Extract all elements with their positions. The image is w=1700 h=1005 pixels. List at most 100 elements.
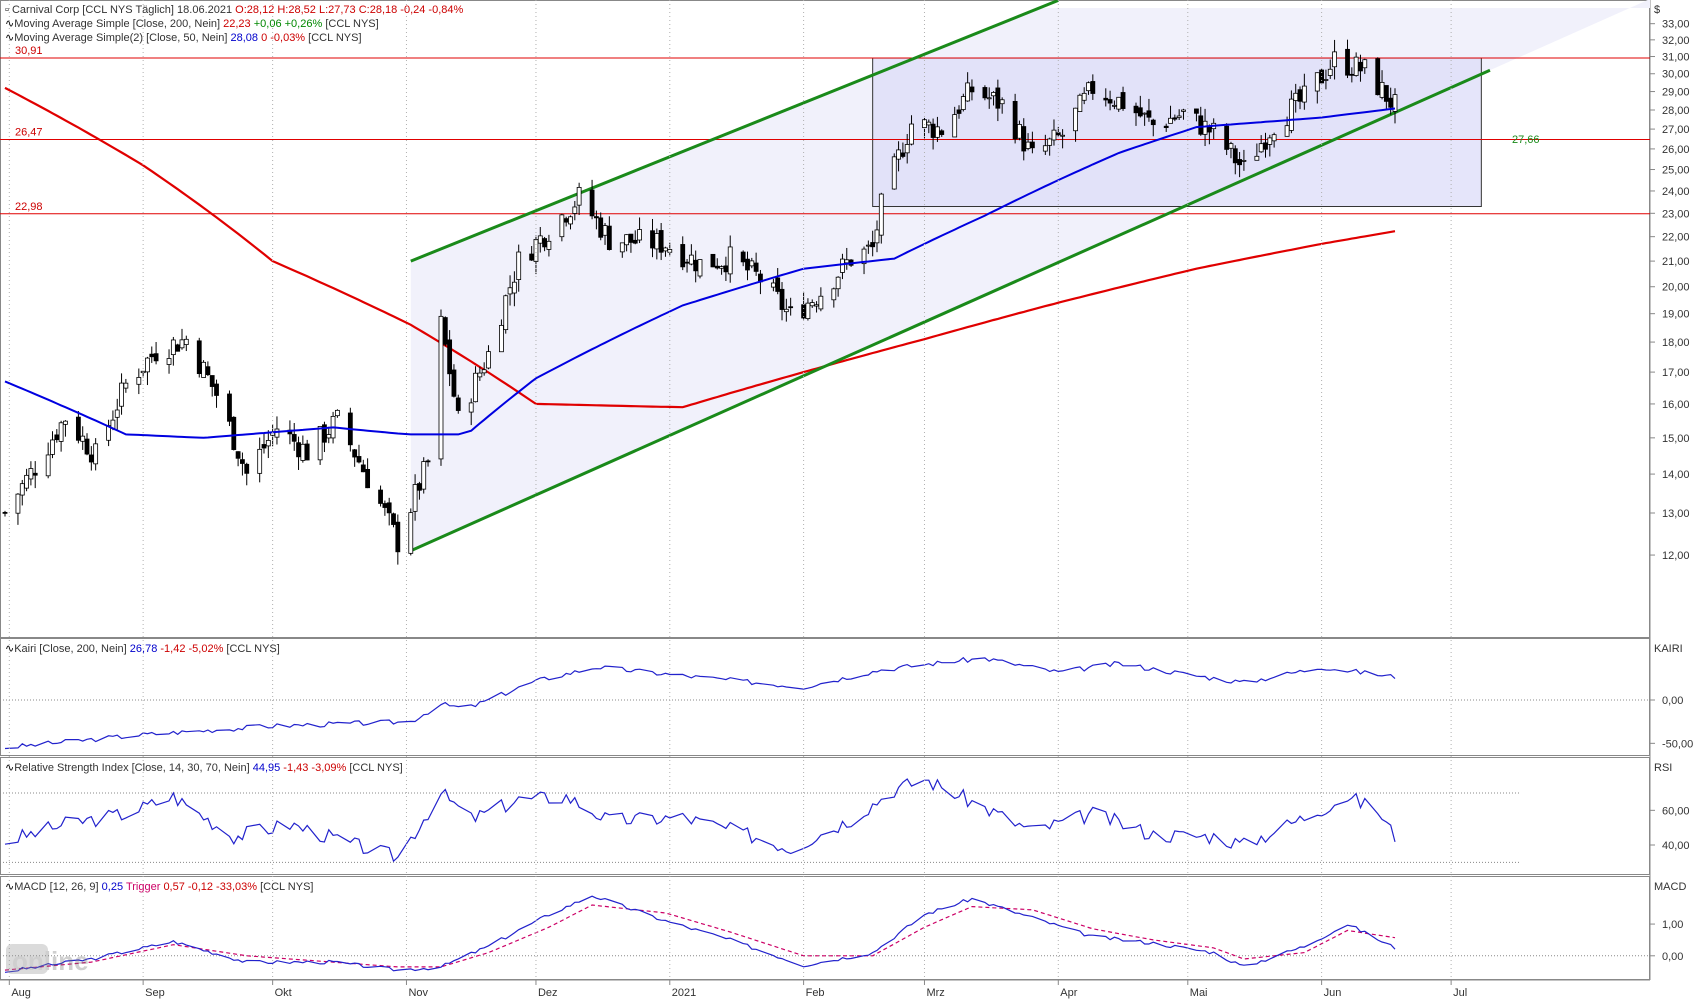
candle-body [175, 344, 181, 352]
candle-body [904, 144, 910, 154]
candle-body [632, 239, 638, 244]
quote-date: 18.06.2021 [177, 4, 232, 16]
rsi-legend: ∿Relative Strength Index [Close, 14, 30,… [5, 762, 403, 774]
macd-legend-trigger-label: Trigger [126, 881, 161, 893]
kairi-panel[interactable] [0, 638, 1650, 756]
candle-body [1194, 108, 1199, 114]
candle-body [1051, 129, 1057, 141]
candle-body [473, 372, 478, 403]
candle-body [628, 233, 634, 243]
candle-body [1263, 142, 1268, 150]
candle-body [322, 424, 327, 443]
quote-change: -0,24 -0,84% [400, 4, 463, 16]
currency-label: $ [1654, 4, 1660, 16]
candle-body [334, 409, 340, 417]
rsi-series [4, 778, 1396, 863]
ma50-line [4, 107, 1396, 439]
candle-body [1163, 125, 1169, 128]
candle-body [50, 439, 55, 455]
candle-body [831, 288, 837, 301]
kairi-tick-label: -50,00 [1662, 738, 1693, 750]
candle-body [1133, 105, 1139, 114]
candle-body [1323, 79, 1329, 81]
macd-legend-trigger-value: 0,57 [163, 881, 184, 893]
svg-text:∿Moving Average Simple [Close,: ∿Moving Average Simple [Close, 200, Nein… [5, 18, 379, 30]
candle-body [24, 474, 29, 489]
candle-body [1137, 107, 1143, 117]
candle-body [395, 521, 401, 553]
candles [2, 39, 1398, 565]
price-tick-label: 13,00 [1662, 508, 1690, 520]
candle-body [814, 304, 819, 307]
trend-channel[interactable] [410, 0, 1491, 553]
candle-body [619, 242, 625, 253]
rsi-legend-value: 44,95 [253, 762, 281, 774]
macd-legend-name: MACD [12, 26, 9] [14, 881, 98, 893]
candle-body [835, 276, 841, 290]
candle-body [352, 449, 358, 458]
candle-body [1103, 97, 1109, 101]
candle-body [166, 358, 172, 365]
rsi-legend-symbol: [CCL NYS] [349, 762, 402, 774]
candle-body [425, 460, 431, 463]
candle-body [15, 493, 21, 514]
candle-body [719, 266, 724, 269]
candle-body [1362, 59, 1368, 69]
candle-body [809, 302, 815, 307]
candle-body [878, 193, 884, 236]
quote-ohlc: O:28,12 H:28,52 L:27,73 C:28,18 [235, 4, 397, 16]
candle-body [412, 484, 418, 512]
kairi-legend-symbol: [CCL NYS] [226, 643, 279, 655]
ma200-legend-value: 22,23 [223, 18, 251, 30]
price-tick-label: 33,00 [1662, 19, 1690, 31]
candle-body [563, 218, 569, 223]
kairi-legend: ∿Kairi [Close, 200, Nein] 26,78 -1,42 -5… [5, 643, 280, 655]
candle-body [749, 260, 755, 267]
candle-body [714, 265, 720, 269]
kairi-series [4, 656, 1396, 750]
candle-body [1047, 138, 1053, 146]
candle-body [455, 397, 461, 411]
candle-body [447, 339, 453, 375]
price-level-label: 26,47 [15, 127, 43, 139]
price-tick-label: 21,00 [1662, 256, 1690, 268]
candle-body [693, 259, 699, 272]
candle-body [45, 454, 51, 477]
candle-body [1029, 141, 1035, 149]
kairi-legend-change: -1,42 -5,02% [160, 643, 223, 655]
candle-body [1142, 112, 1148, 115]
candle-body [300, 443, 306, 461]
candle-body [537, 235, 543, 244]
candle-body [840, 258, 845, 273]
candle-body [1146, 110, 1152, 118]
candle-body [930, 123, 936, 138]
month-label: Feb [806, 987, 825, 999]
price-tick-label: 24,00 [1662, 186, 1690, 198]
rsi-panel[interactable] [0, 757, 1650, 875]
price-tick-label: 25,00 [1662, 165, 1690, 177]
candle-body [939, 130, 945, 135]
candle-body [684, 261, 690, 264]
price-tick-label: 30,00 [1662, 69, 1690, 81]
candle-body [788, 306, 794, 309]
candle-body [1120, 92, 1126, 109]
price-tick-label: 32,00 [1662, 35, 1690, 47]
candle-body [1224, 125, 1230, 150]
candle-body [909, 123, 914, 145]
candle-body [861, 248, 867, 265]
candle-body [865, 244, 871, 247]
macd-legend-value: 0,25 [102, 881, 123, 893]
svg-text:∿Moving Average Simple(2) [Clo: ∿Moving Average Simple(2) [Close, 50, Ne… [5, 32, 362, 44]
candle-body [1116, 96, 1122, 110]
candle-body [214, 383, 219, 396]
candle-body [1073, 107, 1078, 132]
candle-body [417, 483, 422, 491]
candle-body [995, 87, 1001, 109]
candle-body [265, 440, 271, 447]
candle-body [1267, 137, 1273, 145]
candle-body [779, 288, 785, 310]
rsi-line: 40,00 60,00 [0, 778, 1690, 863]
candle-body [745, 258, 750, 271]
